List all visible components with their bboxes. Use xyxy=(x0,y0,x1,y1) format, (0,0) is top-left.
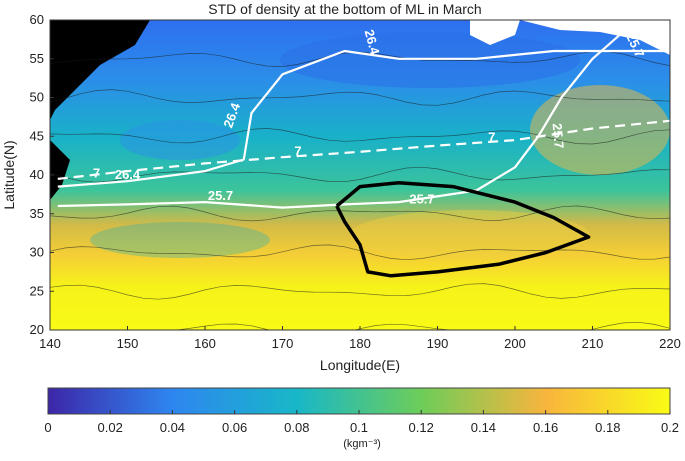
contour-layer xyxy=(50,30,670,330)
land-alaska xyxy=(520,20,670,55)
colorbar-ticks: 0 0.02 0.04 0.06 0.08 0.1 0.12 0.14 0.16 0.18 0.2 xyxy=(44,410,679,435)
std-isoline xyxy=(50,166,670,183)
x-tick-label: 180 xyxy=(349,336,371,351)
colorbar-tick-label: 0.08 xyxy=(284,420,309,435)
y-tick-label: 45 xyxy=(30,128,44,143)
y-tick-label: 55 xyxy=(30,51,44,66)
std-isoline xyxy=(50,205,670,222)
colorbar xyxy=(47,387,671,415)
high-std-patch-east xyxy=(530,85,670,175)
colorbar-tick-label: 0.04 xyxy=(160,420,185,435)
colorbar-tick-label: 0.1 xyxy=(350,420,368,435)
x-tick-label: 210 xyxy=(582,336,604,351)
contour-label: 26.4 xyxy=(115,167,141,182)
x-tick-label: 190 xyxy=(427,336,449,351)
contour-line-7 xyxy=(57,119,670,180)
x-tick-label: 150 xyxy=(117,336,139,351)
contour-line-25-7 xyxy=(57,30,625,209)
colorbar-tick-label: 0.16 xyxy=(533,420,558,435)
low-std-patch-west xyxy=(120,120,240,160)
y-tick-label: 50 xyxy=(30,90,44,105)
colorbar-tick-label: 0.06 xyxy=(222,420,247,435)
x-tick-label: 160 xyxy=(194,336,216,351)
colorbar-tick-label: 0 xyxy=(44,420,51,435)
contour-line-region xyxy=(335,181,591,278)
std-isoline xyxy=(50,128,670,145)
contour-label: 7 xyxy=(294,144,301,159)
y-axis-label: Latitude(N) xyxy=(1,140,17,209)
y-tick-label: 60 xyxy=(30,12,44,27)
y-axis-ticks: 20 25 30 35 40 45 50 55 60 xyxy=(30,12,54,337)
contour-label: 26.4 xyxy=(362,28,383,57)
y-tick-label: 20 xyxy=(30,322,44,337)
contour-line-26-4 xyxy=(57,49,670,188)
chart-title: STD of density at the bottom of ML in Ma… xyxy=(208,1,481,17)
x-axis-ticks: 140 150 160 170 180 190 200 210 220 xyxy=(39,326,681,351)
colorbar-tick-label: 0.18 xyxy=(595,420,620,435)
y-tick-label: 35 xyxy=(30,206,44,221)
contour-label: 7 xyxy=(488,130,495,145)
contour-label: 25.7 xyxy=(208,188,233,203)
colorbar-tick-label: 0.14 xyxy=(471,420,496,435)
colorbar-unit-label: (kgm⁻³) xyxy=(343,438,381,450)
contour-label: 25.7 xyxy=(550,123,567,150)
land-alaska-islands xyxy=(470,20,520,45)
colorbar-tick-label: 0.2 xyxy=(661,420,679,435)
x-tick-label: 220 xyxy=(659,336,681,351)
std-isoline xyxy=(50,89,670,106)
colorbar-tick-label: 0.02 xyxy=(98,420,123,435)
contour-label: 7 xyxy=(93,165,100,180)
x-tick-label: 200 xyxy=(504,336,526,351)
low-std-patch xyxy=(280,32,580,88)
y-tick-label: 40 xyxy=(30,167,44,182)
contour-label: 25.7 xyxy=(409,192,434,207)
high-std-band xyxy=(350,210,590,260)
x-axis-label: Longitude(E) xyxy=(320,357,400,373)
y-tick-label: 30 xyxy=(30,245,44,260)
land-asia xyxy=(50,20,150,120)
land-japan xyxy=(50,140,70,200)
mid-std-patch xyxy=(90,222,270,258)
x-tick-label: 170 xyxy=(272,336,294,351)
y-tick-label: 25 xyxy=(30,283,44,298)
std-isoline xyxy=(50,283,670,300)
colorbar-tick-label: 0.12 xyxy=(409,420,434,435)
x-tick-label: 140 xyxy=(39,336,61,351)
